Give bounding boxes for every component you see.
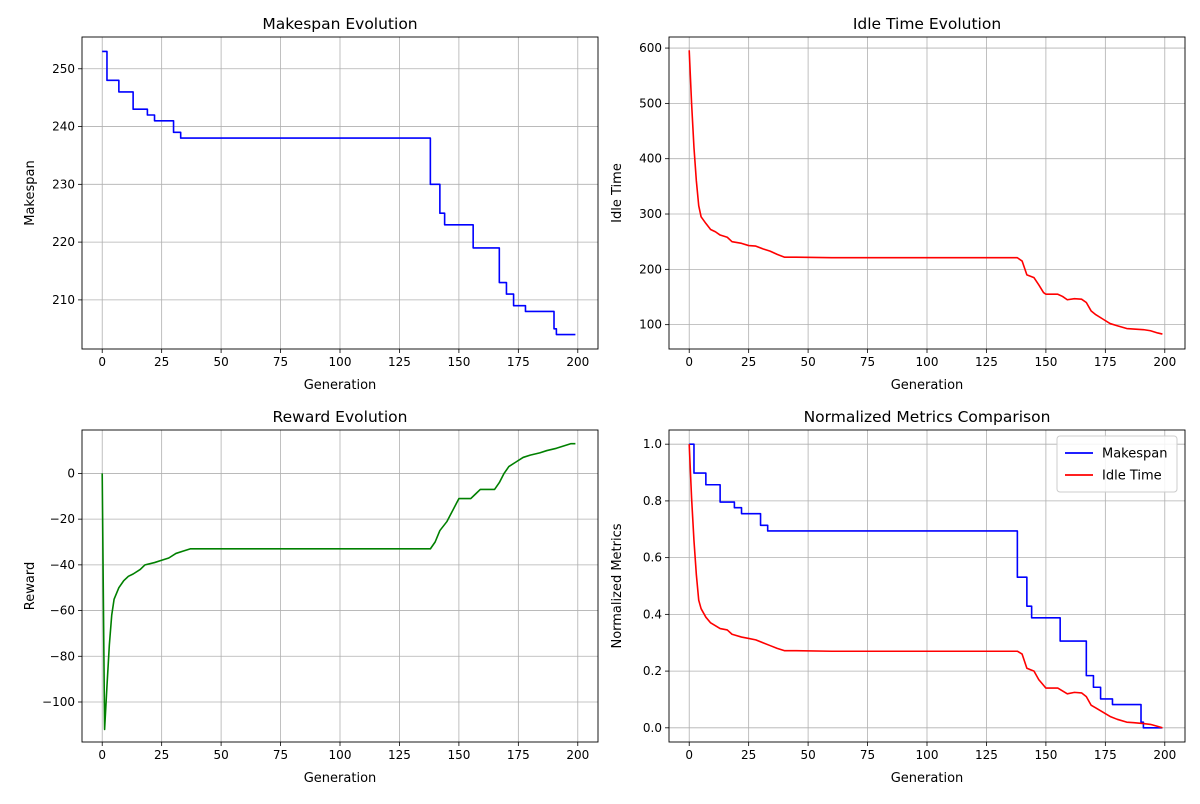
chart-panel-2: 0 25 50 75 100 125 150 175 200 100 200 300 400 500 600…	[610, 15, 1186, 393]
x-tick-label: 25	[154, 748, 169, 762]
x-tick-label: 50	[213, 355, 228, 369]
x-tick-label: 175	[1094, 748, 1117, 762]
x-tick-label: 150	[1034, 355, 1057, 369]
x-tick-label: 100	[916, 748, 939, 762]
x-axis-label: Generation	[891, 771, 964, 786]
x-tick-label: 50	[213, 748, 228, 762]
y-tick-label: 0.8	[643, 494, 662, 508]
x-tick-label: 175	[1094, 355, 1117, 369]
chart-title: Reward Evolution	[273, 408, 408, 426]
y-axis-label: Idle Time	[610, 163, 625, 223]
y-tick-label: −60	[50, 604, 75, 618]
x-tick-label: 0	[98, 355, 106, 369]
x-tick-label: 200	[1153, 748, 1176, 762]
series-line-1	[688, 50, 1163, 335]
series-line-2	[688, 444, 1163, 729]
x-tick-label: 0	[98, 748, 106, 762]
y-tick-label: 100	[639, 318, 662, 332]
chart-panel-4: 0 25 50 75 100 125 150 175 200 0.0 0.2 0.4 0.6 0.8 1.0…	[610, 408, 1186, 786]
x-tick-label: 75	[273, 748, 288, 762]
series-line-1	[101, 442, 576, 731]
legend-frame	[1056, 435, 1178, 493]
x-tick-label: 200	[566, 748, 589, 762]
y-axis-label: Reward	[23, 562, 38, 610]
x-tick-label: 125	[975, 748, 998, 762]
y-tick-label: 210	[52, 293, 75, 307]
y-tick-label: −80	[50, 649, 75, 663]
y-axis-label: Makespan	[23, 160, 38, 225]
x-tick-label: 75	[860, 355, 875, 369]
y-tick-label: 600	[639, 41, 662, 55]
y-axis-label: Normalized Metrics	[610, 523, 625, 648]
x-tick-label: 150	[447, 748, 470, 762]
y-tick-label: 0.4	[643, 607, 662, 621]
y-tick-label: 240	[52, 120, 75, 134]
x-tick-label: 150	[447, 355, 470, 369]
y-tick-label: 0.0	[643, 721, 662, 735]
x-tick-label: 0	[685, 355, 693, 369]
y-tick-label: 0.2	[643, 664, 662, 678]
y-tick-label: 500	[639, 96, 662, 110]
y-tick-label: −20	[50, 512, 75, 526]
y-tick-label: 250	[52, 62, 75, 76]
chart-panel-1: 0 25 50 75 100 125 150 175 200 210 220 230 240 250 Mak…	[23, 15, 599, 393]
x-tick-label: 75	[860, 748, 875, 762]
x-tick-label: 150	[1034, 748, 1057, 762]
x-tick-label: 125	[388, 748, 411, 762]
series-line-1	[102, 50, 576, 336]
y-tick-label: 200	[639, 262, 662, 276]
y-tick-label: 400	[639, 152, 662, 166]
x-tick-label: 125	[388, 355, 411, 369]
y-tick-label: 0.6	[643, 551, 662, 565]
x-tick-label: 100	[329, 355, 352, 369]
x-tick-label: 25	[741, 748, 756, 762]
y-tick-label: 220	[52, 235, 75, 249]
legend-entry-label: Makespan	[1102, 447, 1167, 462]
x-tick-label: 25	[741, 355, 756, 369]
y-tick-label: −100	[42, 695, 75, 709]
x-tick-label: 50	[800, 748, 815, 762]
chart-title: Idle Time Evolution	[853, 15, 1001, 33]
y-tick-label: −40	[50, 558, 75, 572]
series-line-1	[689, 443, 1163, 729]
x-tick-label: 175	[507, 748, 530, 762]
y-tick-label: 1.0	[643, 437, 662, 451]
chart-title: Makespan Evolution	[262, 15, 417, 33]
y-tick-label: 230	[52, 177, 75, 191]
chart-title: Normalized Metrics Comparison	[804, 408, 1051, 426]
x-tick-label: 100	[916, 355, 939, 369]
legend: Makespan Idle Time	[1056, 435, 1178, 493]
x-tick-label: 100	[329, 748, 352, 762]
x-axis-label: Generation	[891, 378, 964, 393]
y-tick-label: 300	[639, 207, 662, 221]
x-tick-label: 200	[566, 355, 589, 369]
x-tick-label: 200	[1153, 355, 1176, 369]
legend-entry-label: Idle Time	[1102, 469, 1162, 484]
x-tick-label: 125	[975, 355, 998, 369]
x-tick-label: 25	[154, 355, 169, 369]
y-tick-label: 0	[67, 466, 75, 480]
x-axis-label: Generation	[304, 378, 377, 393]
chart-panel-3: 0 25 50 75 100 125 150 175 200 −100 −80 −60 −40 −20 0 R…	[23, 408, 599, 786]
x-tick-label: 0	[685, 748, 693, 762]
x-tick-label: 50	[800, 355, 815, 369]
x-tick-label: 175	[507, 355, 530, 369]
x-axis-label: Generation	[304, 771, 377, 786]
x-tick-label: 75	[273, 355, 288, 369]
